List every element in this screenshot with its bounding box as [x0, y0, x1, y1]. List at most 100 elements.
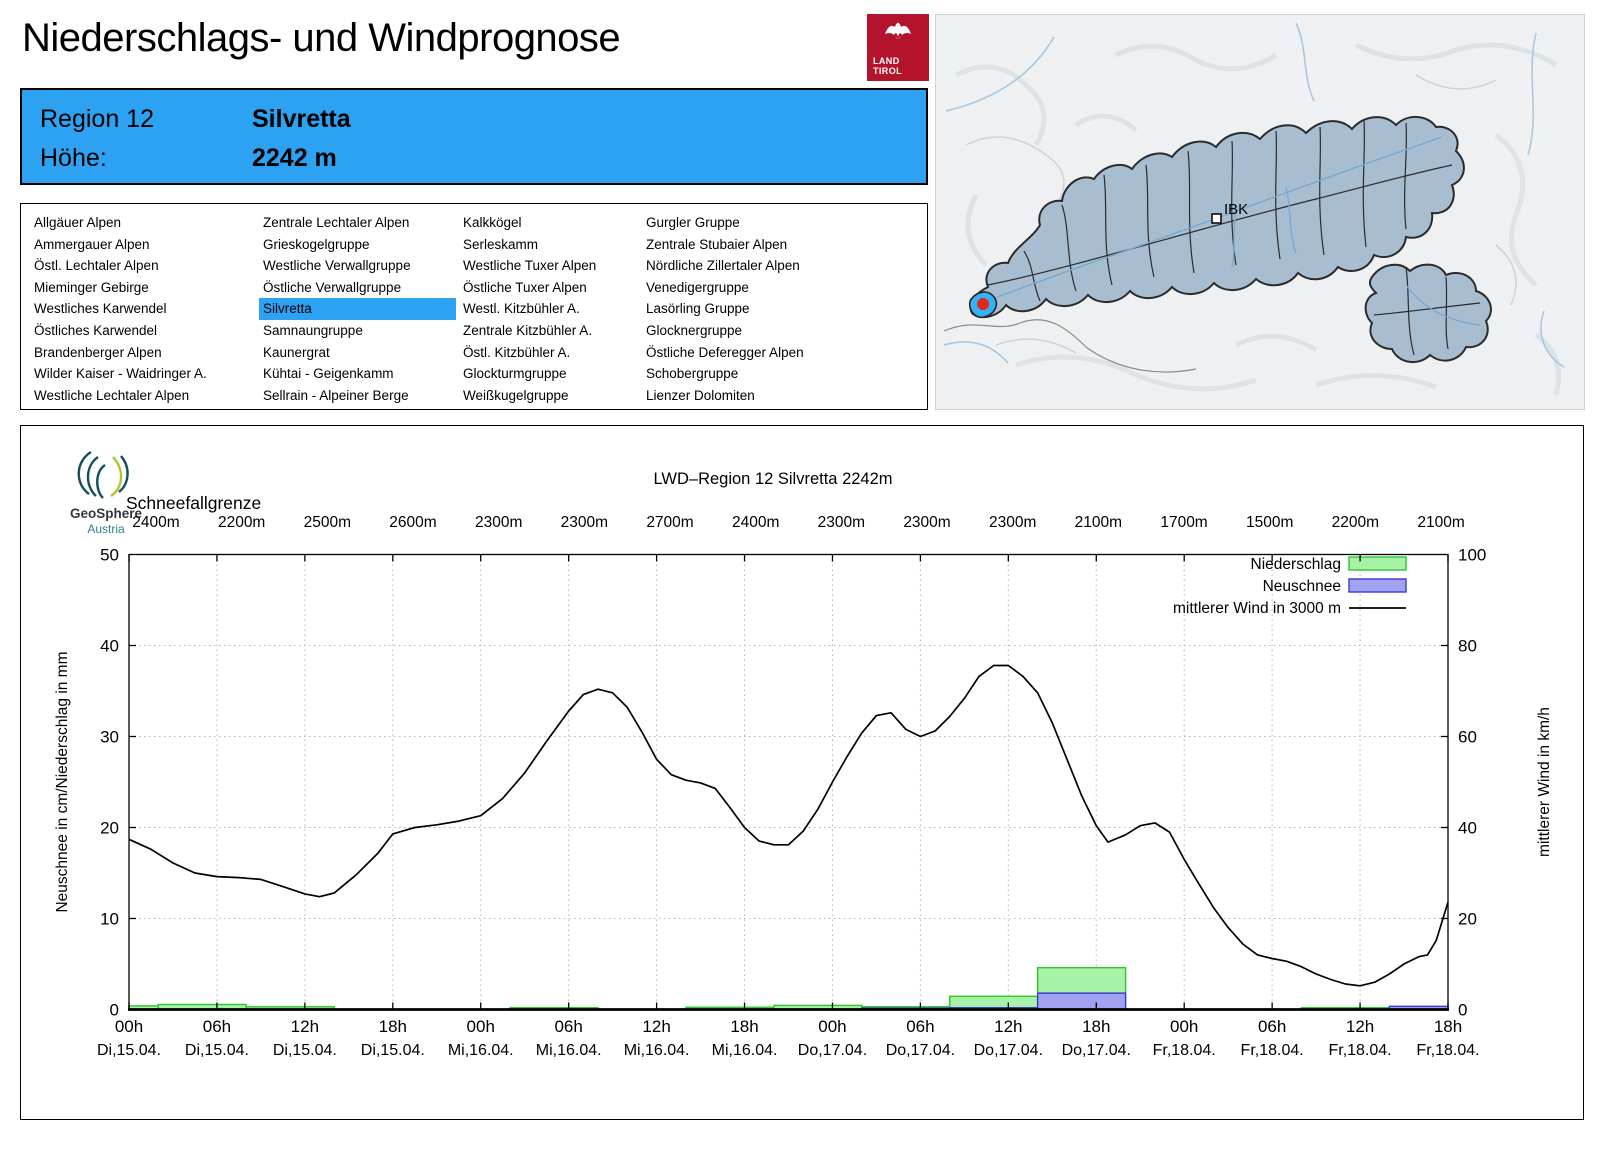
- x-tick-time: 06h: [203, 1017, 231, 1036]
- region-list-item[interactable]: Venedigergruppe: [646, 279, 749, 295]
- tirol-map[interactable]: IBK: [935, 14, 1585, 410]
- region-list-item[interactable]: Sellrain - Alpeiner Berge: [263, 387, 409, 403]
- region-list-item[interactable]: Wilder Kaiser - Waidringer A.: [34, 366, 207, 382]
- region-list-item[interactable]: Serleskamm: [463, 236, 539, 252]
- snowline-value: 1500m: [1246, 514, 1293, 531]
- country-border: [943, 319, 1197, 373]
- land-tirol-logo: LAND TIROL: [867, 14, 929, 81]
- region-list-item[interactable]: Mieminger Gebirge: [34, 279, 149, 295]
- region-list-item[interactable]: Zentrale Stubaier Alpen: [646, 236, 788, 252]
- legend-label: Niederschlag: [1251, 556, 1341, 573]
- region-list-item[interactable]: Östliche Deferegger Alpen: [646, 344, 804, 360]
- region-list-item[interactable]: Nördliche Zillertaler Alpen: [646, 258, 800, 274]
- x-tick-time: 06h: [906, 1017, 934, 1036]
- region-list-item[interactable]: Kaunergrat: [263, 344, 330, 360]
- y2-tick-label: 60: [1458, 728, 1477, 747]
- region-list-item[interactable]: Schobergruppe: [646, 366, 739, 382]
- altitude-label: Höhe:: [40, 144, 107, 172]
- snowline-value: 2200m: [1332, 514, 1379, 531]
- y2-tick-label: 20: [1458, 910, 1477, 929]
- y-tick-label: 30: [100, 728, 119, 747]
- y2-tick-label: 40: [1458, 819, 1477, 838]
- tirol-eagle-icon: [885, 22, 911, 39]
- x-tick-time: 00h: [115, 1017, 143, 1036]
- region-list-item[interactable]: Ammergauer Alpen: [34, 236, 150, 252]
- region-list-item[interactable]: Zentrale Kitzbühler A.: [463, 322, 593, 338]
- region-list-item[interactable]: Östliche Verwallgruppe: [263, 279, 402, 295]
- region-list-item[interactable]: Brandenberger Alpen: [34, 344, 162, 360]
- snowline-value: 1700m: [1160, 514, 1207, 531]
- region-list-item[interactable]: Westliche Lechtaler Alpen: [34, 387, 190, 403]
- altitude-value: 2242 m: [252, 144, 337, 172]
- snowline-value: 2300m: [475, 514, 522, 531]
- region-list-item[interactable]: Glocknergruppe: [646, 322, 743, 338]
- x-tick-date: Do,17.04.: [886, 1042, 955, 1059]
- region-list-item-selected[interactable]: Silvretta: [259, 298, 456, 320]
- wind-line: [128, 664, 1449, 987]
- geosphere-icon-accent: [110, 456, 123, 497]
- region-list-item[interactable]: Samnaungruppe: [263, 322, 363, 338]
- y-tick-label: 10: [100, 910, 119, 929]
- region-list-item[interactable]: Gurgler Gruppe: [646, 215, 740, 230]
- x-tick-time: 18h: [1082, 1017, 1110, 1036]
- geosphere-icon: [77, 450, 129, 499]
- region-list-item[interactable]: Glockturmgruppe: [463, 366, 567, 382]
- x-tick-date: Fr,18.04.: [1241, 1042, 1304, 1059]
- region-list-item[interactable]: Zentrale Lechtaler Alpen: [263, 215, 410, 230]
- y-tick-label: 50: [100, 546, 119, 565]
- x-tick-time: 12h: [1346, 1017, 1374, 1036]
- snowline-value: 2300m: [561, 514, 608, 531]
- x-tick-date: Mi,16.04.: [624, 1042, 690, 1059]
- y-tick-label: 40: [100, 637, 119, 656]
- region-list-item[interactable]: Östliches Karwendel: [34, 322, 158, 338]
- snowline-value: 2500m: [304, 514, 351, 531]
- x-tick-date: Fr,18.04.: [1153, 1042, 1216, 1059]
- region-list-item[interactable]: Östl. Kitzbühler A.: [463, 344, 571, 360]
- x-tick-date: Mi,16.04.: [448, 1042, 514, 1059]
- east-tyrol-shape: [1364, 263, 1492, 364]
- ibk-label: IBK: [1224, 201, 1248, 218]
- region-list-item[interactable]: Grieskogelgruppe: [263, 236, 370, 252]
- legend-label: mittlerer Wind in 3000 m: [1173, 600, 1341, 617]
- y2-tick-label: 80: [1458, 637, 1477, 656]
- region-list-item[interactable]: Weißkugelgruppe: [463, 387, 569, 403]
- x-tick-date: Mi,16.04.: [712, 1042, 778, 1059]
- neuschnee-bar: [1036, 992, 1127, 1011]
- region-header: Region 12 Silvretta Höhe: 2242 m: [20, 88, 928, 185]
- x-tick-time: 00h: [818, 1017, 846, 1036]
- snowline-value: 2300m: [818, 514, 865, 531]
- snowline-value: 2300m: [903, 514, 950, 531]
- x-tick-time: 06h: [554, 1017, 582, 1036]
- snowline-value: 2700m: [646, 514, 693, 531]
- x-tick-time: 12h: [994, 1017, 1022, 1036]
- snowline-value: 2100m: [1417, 514, 1464, 531]
- chart-title: LWD–Region 12 Silvretta 2242m: [653, 470, 892, 488]
- logo-line-land: LAND: [873, 56, 900, 66]
- geosphere-sub: Austria: [87, 522, 125, 536]
- x-tick-time: 06h: [1258, 1017, 1286, 1036]
- region-list-item[interactable]: Östl. Lechtaler Alpen: [34, 258, 159, 274]
- region-list-item[interactable]: Westliches Karwendel: [34, 301, 167, 317]
- tirol-map-svg: IBK: [943, 22, 1565, 396]
- terrain-contours: [965, 74, 1517, 354]
- legend-swatch: [1348, 578, 1407, 593]
- region-name: Silvretta: [252, 105, 351, 133]
- page-title: Niederschlags- und Windprognose: [22, 16, 621, 60]
- region-label: Region 12: [40, 105, 154, 133]
- region-list-item[interactable]: Kalkkögel: [463, 215, 522, 230]
- region-list-item[interactable]: Lienzer Dolomiten: [646, 387, 755, 403]
- x-tick-date: Mi,16.04.: [536, 1042, 602, 1059]
- region-borders: [987, 120, 1481, 356]
- region-list-item[interactable]: Lasörling Gruppe: [646, 301, 750, 317]
- region-list-item[interactable]: Kühtai - Geigenkamm: [263, 366, 394, 382]
- terrain-relief: [954, 42, 1561, 396]
- geosphere-name: GeoSphere: [70, 506, 143, 521]
- region-list-item[interactable]: Westliche Verwallgruppe: [263, 258, 411, 274]
- region-list-item[interactable]: Westl. Kitzbühler A.: [463, 301, 580, 317]
- region-list-column: Allgäuer Alpen Ammergauer Alpen Östl. Lech…: [34, 212, 263, 409]
- region-list-item[interactable]: Westliche Tuxer Alpen: [463, 258, 597, 274]
- region-list-item[interactable]: Allgäuer Alpen: [34, 215, 122, 230]
- region-list-item[interactable]: Östliche Tuxer Alpen: [463, 279, 587, 295]
- x-tick-date: Do,17.04.: [1062, 1042, 1131, 1059]
- plot-border: [128, 553, 1449, 1011]
